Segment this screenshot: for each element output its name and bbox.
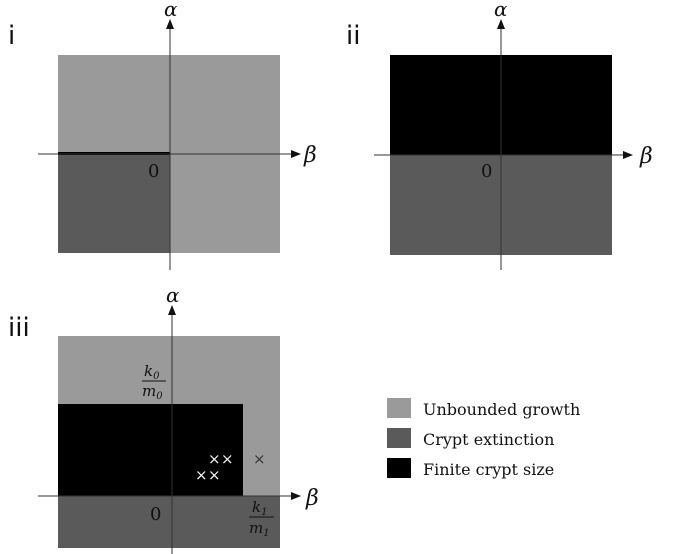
cross-marker: × [208, 466, 221, 484]
panel-ii: ii β α 0 [346, 0, 653, 270]
beta-axis-label: β [305, 486, 319, 511]
k0-over-m0-label: k0 m0 [142, 362, 166, 402]
legend-item-finite-crypt-size: Finite crypt size [387, 458, 554, 479]
beta-axis-label: β [303, 143, 317, 168]
svg-text:m0: m0 [142, 382, 163, 402]
k1-over-m1-label: k1 m1 [249, 498, 274, 539]
cross-marker: × [253, 450, 266, 468]
region-crypt-extinction [58, 154, 170, 253]
panel-i: i β α 0 [8, 0, 317, 270]
panel-iii: iii β α 0 k0 m0 k1 m1 × × × × × [8, 283, 319, 554]
region-finite-crypt-size [58, 404, 243, 496]
cross-marker: × [195, 466, 208, 484]
legend-label-finite: Finite crypt size [423, 460, 554, 479]
alpha-axis-label: α [164, 0, 178, 21]
svg-text:k0: k0 [144, 362, 160, 382]
legend-item-crypt-extinction: Crypt extinction [387, 428, 554, 449]
legend-item-unbounded-growth: Unbounded growth [387, 398, 580, 419]
legend-label-extinction: Crypt extinction [423, 430, 554, 449]
cross-marker: × [221, 450, 234, 468]
panel-i-label: i [8, 21, 15, 51]
origin-label: 0 [148, 161, 159, 182]
svg-text:m1: m1 [249, 519, 270, 539]
panel-ii-label: ii [346, 21, 360, 51]
alpha-axis-label: α [166, 283, 180, 307]
legend-swatch-unbounded [387, 398, 411, 418]
svg-text:k1: k1 [252, 498, 267, 518]
beta-axis-label: β [639, 144, 653, 169]
origin-label: 0 [481, 161, 492, 182]
cross-marker: × [208, 450, 221, 468]
region-crypt-extinction [58, 496, 280, 548]
alpha-axis-label: α [494, 0, 508, 21]
legend: Unbounded growth Crypt extinction Finite… [387, 398, 580, 479]
legend-label-unbounded: Unbounded growth [423, 400, 580, 419]
legend-swatch-extinction [387, 428, 411, 448]
origin-label: 0 [150, 504, 161, 525]
panel-iii-label: iii [8, 313, 30, 343]
legend-swatch-finite [387, 458, 411, 478]
